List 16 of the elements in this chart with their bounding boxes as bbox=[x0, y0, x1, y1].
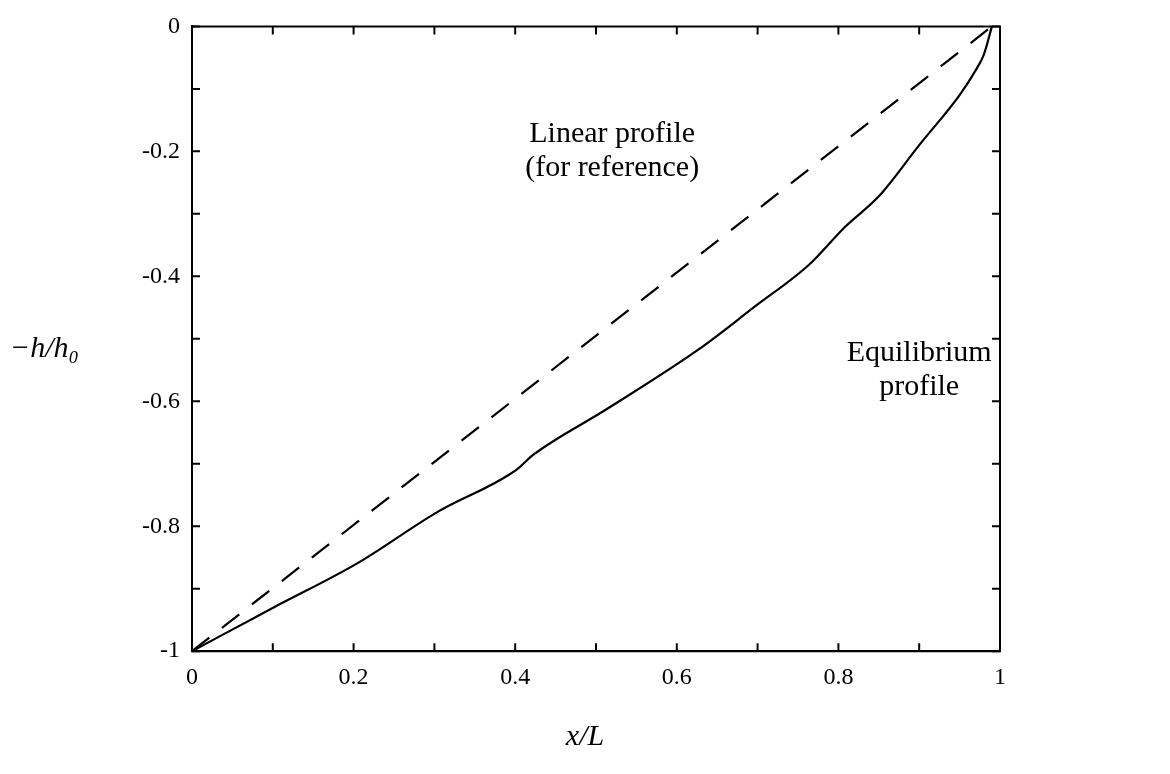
annotation: Equilibrium profile bbox=[846, 333, 992, 401]
x-tick-label: 1 bbox=[994, 662, 1006, 689]
y-tick-label: -0.2 bbox=[141, 136, 180, 163]
x-tick-label: 0.2 bbox=[338, 662, 369, 689]
y-tick-label: 0 bbox=[167, 11, 180, 38]
x-axis-title: x/L bbox=[564, 718, 606, 752]
y-tick-label: -0.6 bbox=[141, 386, 180, 413]
y-tick-label: -1 bbox=[159, 636, 180, 663]
x-tick-label: 0.6 bbox=[661, 662, 692, 689]
annotation: Linear profile (for reference) bbox=[525, 115, 700, 184]
x-tick-label: 0.4 bbox=[500, 662, 531, 689]
y-tick-label: -0.4 bbox=[141, 261, 180, 288]
x-tick-label: 0.8 bbox=[823, 662, 854, 689]
y-tick-label: -0.8 bbox=[141, 511, 180, 538]
x-tick-label: 0 bbox=[185, 662, 198, 689]
y-axis-title: −h/h₀ bbox=[10, 330, 80, 364]
